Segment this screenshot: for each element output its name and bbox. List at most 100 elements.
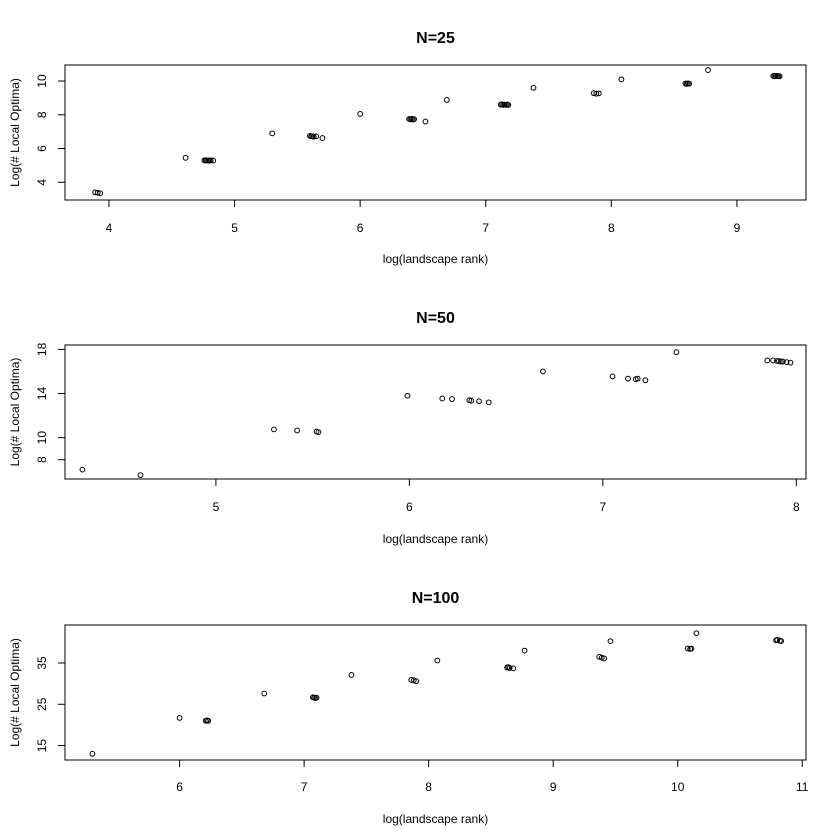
data-point — [176, 714, 183, 721]
data-point — [310, 133, 317, 140]
chart-title: N=100 — [412, 590, 460, 607]
x-tick-label: 10 — [671, 780, 685, 794]
data-point — [94, 189, 101, 196]
data-point — [521, 647, 528, 654]
data-point — [97, 190, 104, 197]
x-tick-label: 11 — [796, 780, 809, 794]
data-point — [601, 655, 608, 662]
plot-frame — [64, 624, 807, 761]
data-point — [271, 426, 277, 433]
y-tick-label: 10 — [35, 431, 49, 445]
data-point — [609, 373, 616, 380]
x-tick-label: 8 — [425, 780, 432, 794]
y-tick-label: 35 — [35, 656, 49, 670]
data-point — [705, 67, 711, 73]
x-tick-label: 8 — [608, 221, 615, 235]
panel-2: N=50 5 6 7 8 8 10 14 18 log(landscape rank) Log(# … — [8, 310, 807, 546]
data-point — [404, 392, 411, 399]
panel-3: N=100 6 7 8 9 10 11 15 25 35 log(landscape rank) Lo… — [8, 590, 809, 826]
plot-frame — [64, 344, 807, 480]
data-point — [684, 645, 691, 652]
data-point — [294, 427, 301, 434]
y-tick-label: 10 — [35, 74, 49, 88]
chart-title: N=50 — [416, 310, 455, 327]
data-point — [539, 368, 546, 375]
data-point — [506, 665, 513, 671]
y-tick-label: 25 — [35, 697, 49, 711]
data-point — [422, 118, 429, 125]
data-point — [642, 377, 649, 384]
data-point — [777, 358, 784, 365]
data-point — [319, 135, 326, 141]
y-tick-label: 18 — [35, 342, 49, 356]
data-point — [207, 157, 214, 164]
data-point — [693, 630, 700, 637]
data-point — [673, 349, 680, 356]
data-point — [634, 375, 641, 382]
data-point — [410, 677, 417, 684]
data-point — [688, 645, 695, 652]
x-tick-label: 8 — [793, 500, 800, 514]
data-point — [510, 665, 517, 672]
x-tick-label: 9 — [734, 221, 741, 235]
data-point — [598, 654, 605, 661]
data-point — [449, 396, 455, 402]
data-point — [261, 690, 268, 697]
data-point — [313, 133, 320, 140]
data-point — [89, 750, 96, 757]
x-axis-label: log(landscape rank) — [383, 532, 488, 546]
data-point — [596, 653, 603, 660]
data-point — [779, 358, 786, 365]
data-point — [476, 398, 482, 405]
data-point — [205, 717, 212, 724]
x-axis-label: log(landscape rank) — [383, 252, 488, 266]
data-point — [774, 636, 781, 643]
x-tick-label: 7 — [301, 780, 308, 794]
data-point — [764, 357, 771, 364]
data-point — [485, 399, 492, 406]
data-point — [607, 638, 614, 645]
data-point — [783, 359, 790, 365]
x-tick-label: 5 — [213, 500, 220, 514]
data-point — [530, 84, 537, 91]
y-axis-label: Log(# Local Optima) — [8, 358, 22, 467]
x-tick-label: 6 — [406, 500, 413, 514]
data-point — [439, 395, 446, 402]
plot-frame — [64, 64, 807, 201]
x-tick-label: 9 — [550, 780, 557, 794]
data-point — [593, 90, 600, 97]
data-point — [411, 116, 418, 123]
data-point — [210, 157, 217, 164]
chart-title: N=25 — [416, 30, 455, 47]
x-tick-label: 4 — [106, 221, 113, 235]
data-point — [787, 359, 794, 366]
x-tick-label: 7 — [600, 500, 607, 514]
data-point — [774, 358, 780, 364]
data-point — [625, 375, 631, 382]
data-point — [315, 429, 322, 436]
y-tick-label: 15 — [35, 739, 49, 753]
data-point — [770, 357, 777, 364]
x-axis-label: log(landscape rank) — [383, 812, 488, 826]
data-point — [434, 657, 441, 664]
data-point — [618, 76, 625, 83]
data-point — [595, 90, 602, 97]
data-point — [776, 73, 783, 80]
y-axis-label: Log(# Local Optima) — [8, 638, 22, 747]
y-tick-label: 14 — [35, 387, 49, 401]
data-point — [505, 102, 512, 108]
data-point — [443, 97, 450, 103]
data-point — [686, 80, 693, 87]
y-axis-label: Log(# Local Optima) — [8, 78, 22, 187]
y-tick-label: 8 — [35, 456, 49, 463]
x-tick-label: 6 — [357, 221, 364, 235]
data-point — [79, 466, 86, 473]
data-point — [413, 678, 420, 685]
data-point — [348, 672, 355, 678]
data-point — [778, 638, 784, 645]
data-point — [137, 472, 144, 479]
y-tick-label: 6 — [35, 145, 49, 152]
data-point — [357, 111, 364, 117]
x-tick-label: 7 — [482, 221, 489, 235]
